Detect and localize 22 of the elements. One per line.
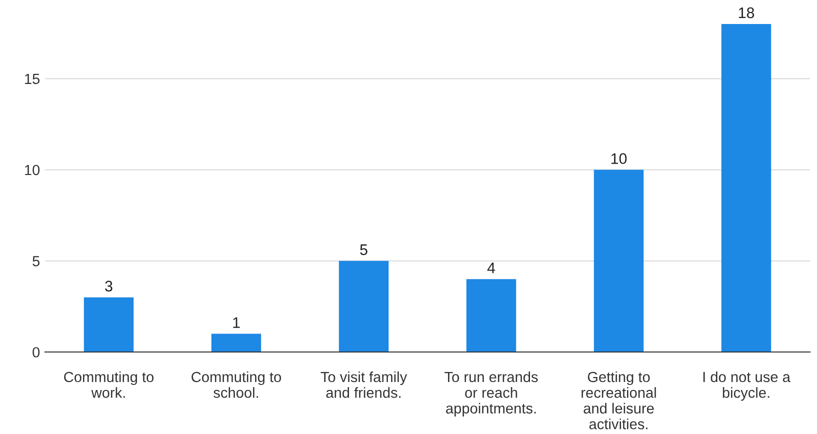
bar (211, 334, 262, 352)
data-label: 10 (611, 153, 627, 164)
bar (466, 279, 516, 352)
data-label: 4 (487, 262, 496, 274)
x-tick-label: To run errands or reach appointments. (444, 371, 538, 416)
bar (338, 260, 389, 352)
x-tick-label: Commuting to school. (192, 371, 282, 398)
x-tick-label: Commuting to work. (64, 371, 154, 398)
y-tick-label: 0 (32, 347, 40, 358)
x-tick-label: Getting to recreational and leisure activities. (582, 371, 656, 430)
bar (594, 170, 644, 352)
bar (84, 297, 134, 352)
y-tick-label: 10 (25, 164, 40, 176)
data-label: 1 (233, 317, 240, 328)
bar (721, 24, 772, 352)
x-tick-label: To visit family and friends. (320, 371, 408, 398)
y-tick-label: 5 (32, 256, 40, 266)
data-label: 18 (738, 7, 754, 18)
x-tick-label: I do not use a bicycle. (703, 371, 790, 401)
y-tick-label: 15 (25, 74, 40, 84)
data-label: 5 (360, 244, 368, 256)
data-label: 3 (105, 280, 112, 292)
